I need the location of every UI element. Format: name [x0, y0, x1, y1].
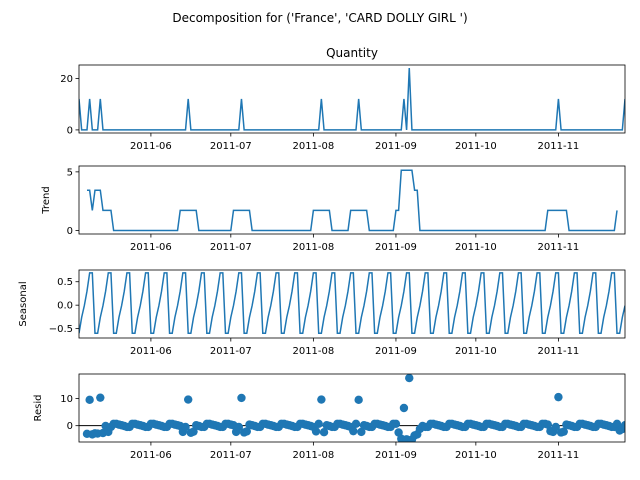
resid-point: [399, 403, 409, 413]
x-tick-label: 2011-08: [292, 141, 334, 152]
x-tick-label: 2011-08: [292, 346, 334, 357]
y-axis-label: Resid: [33, 395, 44, 422]
x-tick-label: 2011-10: [455, 450, 497, 461]
x-tick-label: 2011-09: [375, 242, 417, 253]
x-tick-label: 2011-11: [538, 450, 580, 461]
axes-frame: [78, 373, 626, 443]
y-tick-label: 0.0: [57, 301, 73, 312]
x-tick-label: 2011-08: [292, 242, 334, 253]
resid-point: [234, 422, 244, 432]
x-tick-label: 2011-10: [455, 346, 497, 357]
x-tick-label: 2011-07: [210, 242, 252, 253]
y-tick-label: −0.5: [49, 324, 73, 335]
y-tick-label: 20: [60, 74, 73, 85]
panel-3: 2011-06 2011-07 2011-08 2011-09 2011-10 2011-…: [18, 269, 626, 357]
resid-point: [311, 427, 321, 436]
resid-point: [543, 420, 552, 429]
x-tick-label: 2011-07: [210, 141, 252, 152]
resid-point: [189, 427, 198, 436]
resid-point: [405, 374, 414, 383]
y-tick-label: 10: [60, 394, 73, 405]
subplot-panels: 2011-06 2011-07 2011-08 2011-09 2011-10 2011-…: [18, 46, 626, 461]
x-tick-label: 2011-07: [210, 450, 252, 461]
resid-point: [357, 427, 366, 437]
x-tick-label: 2011-06: [130, 450, 172, 461]
resid-point: [85, 395, 94, 405]
x-tick-label: 2011-06: [130, 141, 172, 152]
resid-point: [96, 393, 105, 402]
resid-point: [314, 419, 323, 429]
axes-frame: [78, 64, 626, 134]
trend-line: [86, 169, 618, 232]
resid-point: [181, 422, 190, 432]
resid-point: [354, 395, 363, 405]
x-tick-label: 2011-11: [538, 242, 580, 253]
resid-point: [237, 393, 246, 403]
plot-area: [79, 374, 625, 442]
resid-point: [349, 426, 358, 436]
quantity-line: [79, 68, 625, 131]
resid-point: [391, 419, 401, 429]
y-tick-label: 0: [67, 125, 73, 136]
resid-point: [319, 428, 329, 437]
y-tick-label: 0.5: [57, 277, 73, 288]
panel-4: 2011-06 2011-07 2011-08 2011-09 2011-10 2011-…: [33, 373, 626, 461]
x-tick-label: 2011-08: [292, 450, 334, 461]
plot-area: [79, 68, 625, 131]
resid-point: [351, 419, 361, 429]
y-axis-label: Seasonal: [18, 281, 29, 326]
x-tick-label: 2011-11: [538, 346, 580, 357]
plot-area: [86, 169, 618, 232]
resid-point: [559, 427, 568, 436]
figure-suptitle: Decomposition for ('France', 'CARD DOLLY…: [172, 11, 467, 25]
x-tick-label: 2011-07: [210, 346, 252, 357]
x-tick-label: 2011-06: [130, 242, 172, 253]
resid-point: [242, 427, 251, 436]
y-tick-label: 5: [67, 167, 73, 178]
x-tick-label: 2011-10: [455, 242, 497, 253]
resid-point: [551, 422, 560, 432]
resid-point: [620, 421, 625, 430]
x-tick-label: 2011-09: [375, 141, 417, 152]
x-tick-label: 2011-09: [375, 346, 417, 357]
resid-point: [612, 419, 622, 429]
x-tick-label: 2011-11: [538, 141, 580, 152]
y-axis-label: Trend: [41, 186, 52, 214]
y-tick-label: 0: [67, 226, 73, 237]
y-tick-label: 0: [67, 421, 73, 432]
x-tick-label: 2011-09: [375, 450, 417, 461]
axes-frame: [78, 165, 626, 235]
resid-point: [317, 395, 326, 404]
resid-point: [184, 395, 193, 404]
x-tick-label: 2011-06: [130, 346, 172, 357]
panel-1: 2011-06 2011-07 2011-08 2011-09 2011-10 2011-…: [60, 46, 626, 152]
axes-frame: [78, 269, 626, 339]
seasonal-line: [79, 272, 625, 335]
resid-point: [554, 392, 563, 402]
panel-2: 2011-06 2011-07 2011-08 2011-09 2011-10 2011-…: [41, 165, 626, 253]
x-tick-label: 2011-10: [455, 141, 497, 152]
axes-title: Quantity: [326, 46, 378, 60]
plot-area: [79, 272, 625, 335]
